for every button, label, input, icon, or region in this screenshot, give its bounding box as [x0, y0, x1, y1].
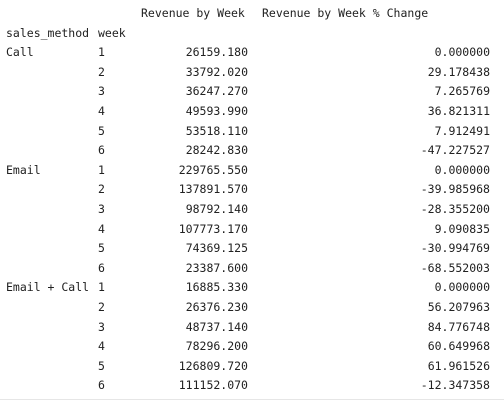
- table-body: Call 1 26159.180 0.000000 2 33792.020 29.17843…: [6, 43, 496, 396]
- cell-pct-change: -28.355200: [420, 201, 490, 216]
- table-row: 6 28242.830 -47.227527: [6, 141, 496, 161]
- cell-revenue: 126809.720: [178, 358, 248, 373]
- table-row: 4 78296.200 60.649968: [6, 337, 496, 357]
- cell-pct-change: 60.649968: [427, 339, 490, 354]
- cell-pct-change: 56.207963: [427, 299, 490, 314]
- table-row: 2 137891.570 -39.985968: [6, 180, 496, 200]
- row-index-week: 5: [98, 123, 105, 138]
- table-row: Email + Call 1 16885.330 0.000000: [6, 278, 496, 298]
- row-index-week: 5: [98, 358, 105, 373]
- cell-pct-change: 7.912491: [434, 123, 490, 138]
- cell-revenue: 33792.020: [185, 64, 248, 79]
- cell-revenue: 49593.990: [185, 103, 248, 118]
- table-row: 4 49593.990 36.821311: [6, 102, 496, 122]
- cell-revenue: 23387.600: [185, 260, 248, 275]
- table-row: 5 126809.720 61.961526: [6, 357, 496, 377]
- cell-revenue: 107773.170: [178, 221, 248, 236]
- cell-revenue: 78296.200: [185, 339, 248, 354]
- cell-revenue: 74369.125: [185, 241, 248, 256]
- row-index-week: 6: [98, 378, 105, 393]
- cell-pct-change: 9.090835: [434, 221, 490, 236]
- column-header-row: Revenue by Week Revenue by Week % Change: [6, 4, 496, 24]
- cell-pct-change: 0.000000: [434, 280, 490, 295]
- cell-revenue: 28242.830: [185, 143, 248, 158]
- cell-pct-change: 0.000000: [434, 162, 490, 177]
- cell-revenue: 137891.570: [178, 182, 248, 197]
- index-header-row: sales_method week: [6, 24, 496, 44]
- cell-pct-change: -30.994769: [420, 241, 490, 256]
- cell-pct-change: -47.227527: [420, 143, 490, 158]
- cell-revenue: 53518.110: [185, 123, 248, 138]
- index-name-week: week: [98, 25, 126, 40]
- row-index-week: 5: [98, 241, 105, 256]
- cell-revenue: 98792.140: [185, 201, 248, 216]
- row-index-week: 4: [98, 339, 105, 354]
- table-row: 5 53518.110 7.912491: [6, 122, 496, 142]
- cell-revenue: 36247.270: [185, 84, 248, 99]
- row-index-week: 1: [98, 162, 105, 177]
- row-index-week: 3: [98, 84, 105, 99]
- cell-pct-change: 0.000000: [434, 45, 490, 60]
- cell-revenue: 26376.230: [185, 299, 248, 314]
- cell-revenue: 26159.180: [185, 45, 248, 60]
- row-index-method: Email + Call: [6, 280, 90, 295]
- row-index-week: 1: [98, 45, 105, 60]
- cell-revenue: 48737.140: [185, 319, 248, 334]
- table-row: 3 48737.140 84.776748: [6, 318, 496, 338]
- cell-revenue: 16885.330: [185, 280, 248, 295]
- cell-pct-change: 7.265769: [434, 84, 490, 99]
- row-index-week: 4: [98, 221, 105, 236]
- table-row: 5 74369.125 -30.994769: [6, 239, 496, 259]
- cell-pct-change: -12.347358: [420, 378, 490, 393]
- table-row: 3 36247.270 7.265769: [6, 82, 496, 102]
- table-row: Call 1 26159.180 0.000000: [6, 43, 496, 63]
- index-name-method: sales_method: [6, 25, 90, 40]
- row-index-week: 3: [98, 201, 105, 216]
- row-index-method: Email: [6, 162, 41, 177]
- table-row: 2 26376.230 56.207963: [6, 298, 496, 318]
- cell-pct-change: 84.776748: [427, 319, 490, 334]
- cell-pct-change: 29.178438: [427, 64, 490, 79]
- table-row: 3 98792.140 -28.355200: [6, 200, 496, 220]
- row-index-week: 6: [98, 143, 105, 158]
- row-index-method: Call: [6, 45, 34, 60]
- row-index-week: 6: [98, 260, 105, 275]
- cell-revenue: 229765.550: [178, 162, 248, 177]
- cell-pct-change: -39.985968: [420, 182, 490, 197]
- table-row: 4 107773.170 9.090835: [6, 220, 496, 240]
- column-header-pct-change: Revenue by Week % Change: [262, 6, 429, 20]
- dataframe-output: Revenue by Week Revenue by Week % Change…: [6, 4, 496, 396]
- table-row: Email 1 229765.550 0.000000: [6, 161, 496, 181]
- row-index-week: 3: [98, 319, 105, 334]
- row-index-week: 2: [98, 299, 105, 314]
- row-index-week: 2: [98, 64, 105, 79]
- row-index-week: 1: [98, 280, 105, 295]
- table-row: 2 33792.020 29.178438: [6, 63, 496, 83]
- column-header-revenue: Revenue by Week: [141, 6, 245, 20]
- table-row: 6 111152.070 -12.347358: [6, 376, 496, 396]
- row-index-week: 2: [98, 182, 105, 197]
- table-row: 6 23387.600 -68.552003: [6, 259, 496, 279]
- cell-pct-change: 61.961526: [427, 358, 490, 373]
- row-index-week: 4: [98, 103, 105, 118]
- cell-revenue: 111152.070: [178, 378, 248, 393]
- cell-pct-change: -68.552003: [420, 260, 490, 275]
- output-divider: [0, 399, 504, 400]
- cell-pct-change: 36.821311: [427, 103, 490, 118]
